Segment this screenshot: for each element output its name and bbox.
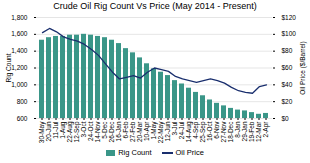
svg-text:$40: $40 — [282, 81, 293, 88]
svg-text:27-Nov: 27-Nov — [220, 121, 227, 143]
svg-text:14-Nov: 14-Nov — [94, 121, 101, 143]
svg-text:1-Aug: 1-Aug — [59, 121, 67, 139]
svg-text:1,200: 1,200 — [11, 64, 28, 71]
svg-text:6-Nov: 6-Nov — [213, 121, 220, 139]
svg-text:Rig Count: Rig Count — [5, 53, 13, 82]
svg-text:6-Feb: 6-Feb — [122, 121, 129, 138]
svg-text:$100: $100 — [282, 30, 297, 37]
html-text:Oil Price: Oil Price — [175, 148, 204, 157]
svg-text:1,600: 1,600 — [11, 30, 28, 37]
svg-text:3-Oct: 3-Oct — [80, 121, 87, 137]
svg-text:14-Aug: 14-Aug — [185, 121, 193, 143]
svg-text:12-Mar: 12-Mar — [255, 121, 262, 142]
svg-text:30-May: 30-May — [38, 121, 46, 144]
svg-text:1-May: 1-May — [150, 121, 158, 140]
svg-text:800: 800 — [17, 98, 28, 105]
svg-text:12-Sep: 12-Sep — [73, 121, 81, 143]
svg-text:24-Oct: 24-Oct — [87, 121, 94, 141]
svg-text:12-Jun: 12-Jun — [164, 121, 171, 141]
svg-text:20-Jun: 20-Jun — [45, 121, 52, 141]
svg-text:Oil Price ($/Barrel): Oil Price ($/Barrel) — [299, 41, 307, 94]
svg-text:$120: $120 — [282, 14, 297, 21]
svg-text:$80: $80 — [282, 47, 293, 54]
svg-text:$60: $60 — [282, 64, 293, 71]
svg-text:$0: $0 — [282, 115, 290, 122]
html-text:Crude Oil Rig Count Vs Price (: Crude Oil Rig Count Vs Price (May 2014 -… — [53, 1, 257, 11]
svg-text:24-Jul: 24-Jul — [178, 121, 185, 139]
svg-text:22-Aug: 22-Aug — [66, 121, 74, 143]
svg-text:600: 600 — [17, 115, 28, 122]
svg-text:25-Sep: 25-Sep — [199, 121, 207, 143]
svg-text:22-May: 22-May — [157, 121, 165, 144]
svg-text:16-Oct: 16-Oct — [206, 121, 213, 141]
svg-text:1,800: 1,800 — [11, 14, 28, 21]
svg-text:19-Feb: 19-Feb — [248, 121, 255, 142]
svg-text:3-Jul: 3-Jul — [171, 121, 178, 136]
svg-text:5-Dec: 5-Dec — [101, 121, 108, 139]
svg-text:18-Dec: 18-Dec — [227, 121, 234, 143]
svg-text:1,400: 1,400 — [11, 47, 28, 54]
svg-text:4-Sep: 4-Sep — [192, 121, 200, 139]
svg-text:11-Jul: 11-Jul — [52, 121, 59, 139]
svg-text:10-Apr: 10-Apr — [143, 121, 151, 141]
svg-text:$20: $20 — [282, 98, 293, 105]
svg-text:29-Jan: 29-Jan — [241, 121, 248, 141]
svg-text:1,000: 1,000 — [11, 81, 28, 88]
html-text:Rig Count: Rig Count — [118, 148, 152, 157]
svg-text:16-Jan: 16-Jan — [115, 121, 122, 141]
svg-text:8-Jan: 8-Jan — [234, 121, 241, 138]
svg-text:2-Apr: 2-Apr — [262, 121, 270, 138]
svg-text:20-Mar: 20-Mar — [136, 121, 143, 142]
svg-text:26-Dec: 26-Dec — [108, 121, 115, 143]
svg-text:27-Feb: 27-Feb — [129, 121, 136, 142]
